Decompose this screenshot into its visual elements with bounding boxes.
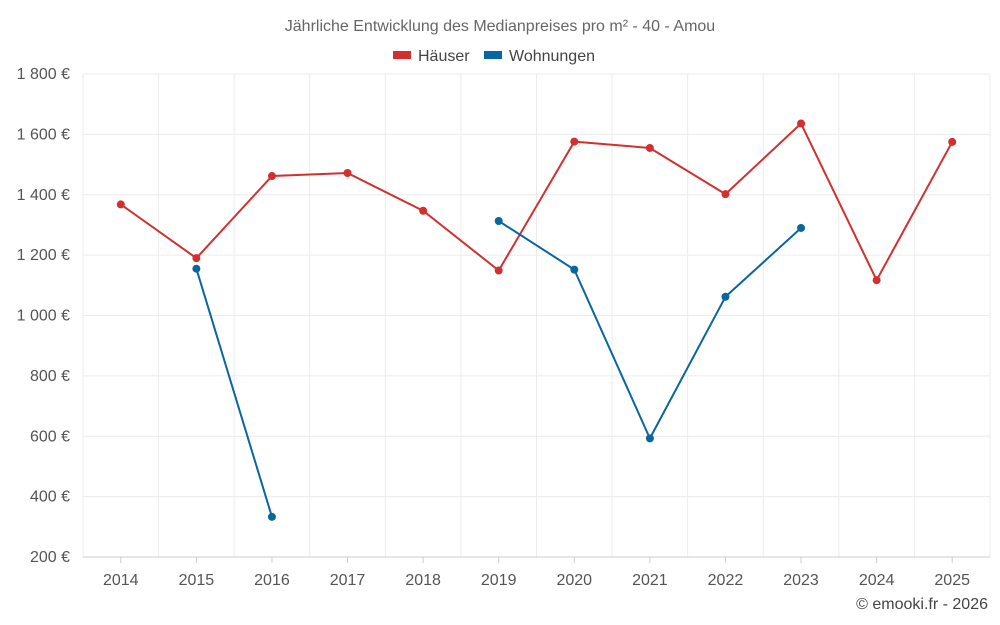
- x-tick-label: 2014: [103, 572, 139, 589]
- series-line-wohnungen: [498, 220, 802, 440]
- x-tick-label: 2016: [254, 572, 290, 589]
- x-tick-label: 2015: [179, 572, 215, 589]
- data-point-wohnungen[interactable]: [570, 265, 579, 274]
- x-tick-label: 2023: [783, 572, 819, 589]
- y-axis: 200 € 400 € 600 € 800 € 1 000 € 1 200 € 1 400 …: [17, 66, 70, 566]
- data-point-haeuser[interactable]: [343, 169, 352, 178]
- legend-swatch-haeuser[interactable]: [393, 51, 411, 59]
- legend-swatch-wohnungen[interactable]: [484, 51, 502, 59]
- data-point-haeuser[interactable]: [192, 254, 201, 263]
- series-line-haeuser: [120, 122, 954, 282]
- data-point-haeuser[interactable]: [721, 190, 730, 199]
- y-tick-label: 400 €: [30, 489, 70, 506]
- legend-label-haeuser[interactable]: Häuser: [418, 48, 470, 65]
- y-tick-label: 1 400 €: [17, 187, 70, 204]
- x-tick-label: 2025: [934, 572, 970, 589]
- data-point-wohnungen[interactable]: [797, 223, 806, 232]
- x-tick-label: 2019: [481, 572, 517, 589]
- x-tick-label: 2020: [556, 572, 592, 589]
- series-layer: [116, 119, 957, 521]
- x-tick-label: 2017: [330, 572, 366, 589]
- chart-title: Jährliche Entwicklung des Medianpreises …: [285, 18, 715, 35]
- data-point-haeuser[interactable]: [570, 137, 579, 146]
- data-point-haeuser[interactable]: [116, 200, 125, 209]
- data-point-haeuser[interactable]: [645, 143, 654, 152]
- data-point-wohnungen[interactable]: [267, 512, 276, 521]
- x-tick-label: 2022: [708, 572, 744, 589]
- data-point-haeuser[interactable]: [872, 276, 881, 285]
- x-tick-label: 2018: [405, 572, 441, 589]
- legend[interactable]: Häuser Wohnungen: [393, 48, 595, 65]
- y-tick-label: 800 €: [30, 368, 70, 385]
- x-tick-label: 2024: [859, 572, 895, 589]
- data-point-haeuser[interactable]: [494, 266, 503, 275]
- data-point-haeuser[interactable]: [267, 172, 276, 181]
- y-tick-label: 1 600 €: [17, 126, 70, 143]
- y-tick-label: 600 €: [30, 428, 70, 445]
- grid: [82, 73, 991, 557]
- data-point-haeuser[interactable]: [419, 206, 428, 215]
- y-tick-label: 1 200 €: [17, 247, 70, 264]
- x-tick-label: 2021: [632, 572, 668, 589]
- data-point-haeuser[interactable]: [948, 137, 957, 146]
- series-line-wohnungen: [195, 268, 273, 518]
- y-tick-label: 200 €: [30, 549, 70, 566]
- y-tick-label: 1 000 €: [17, 308, 70, 325]
- credit-text: © emooki.fr - 2026: [856, 596, 988, 613]
- legend-label-wohnungen[interactable]: Wohnungen: [509, 48, 595, 65]
- data-point-wohnungen[interactable]: [721, 292, 730, 301]
- data-point-wohnungen[interactable]: [494, 217, 503, 226]
- data-point-wohnungen[interactable]: [645, 434, 654, 443]
- data-point-haeuser[interactable]: [797, 119, 806, 128]
- x-axis: 2014 2015 2016 2017 2018 2019 2020 2021 2022 2023…: [83, 556, 990, 589]
- data-point-wohnungen[interactable]: [192, 264, 201, 273]
- y-tick-label: 1 800 €: [17, 66, 70, 83]
